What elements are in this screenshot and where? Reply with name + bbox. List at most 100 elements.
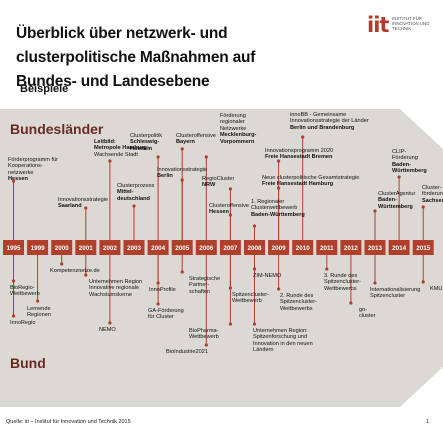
event-text: Hessen — [209, 209, 229, 216]
bund-event-label: BioRegio- Wettbewerb — [10, 285, 40, 298]
event-text: innoBB - Gemeinsame — [290, 112, 347, 118]
event-text: Clusterwettbewerb — [251, 205, 298, 212]
event-text: Mittel- — [117, 189, 134, 196]
year-label: 2006 — [199, 245, 214, 252]
bund-event-label: InnoProfile — [149, 287, 176, 293]
event-text: Neue clusterpolitische Gesamtstrategie — [262, 175, 360, 181]
event-text: Baden- — [378, 197, 397, 204]
bund-event-label: InnoRegio — [10, 320, 36, 326]
year-label: 2001 — [79, 245, 94, 252]
event-text: Baden- — [392, 161, 411, 168]
event-text: cluster — [359, 313, 376, 320]
event-text: Spitzencluster — [370, 293, 406, 300]
connector-dot — [156, 155, 160, 159]
connector-dot — [108, 321, 112, 325]
connector-dot — [325, 267, 329, 271]
event-text: 3. Runde des — [324, 273, 358, 279]
laender-event-label: Innovationsstrategie Berlin — [157, 167, 207, 180]
connector-dot — [84, 206, 88, 210]
event-text: KMU — [430, 286, 443, 292]
logo-text: INSTITUT FÜR INNOVATION UND TECHNIK — [392, 16, 430, 32]
laender-event-label: Cluster-förderungSachsen — [422, 185, 443, 204]
subtitle: Beispiele — [20, 83, 69, 95]
event-text: InnoRegio — [10, 320, 36, 326]
event-text: Mecklenburg- — [220, 132, 257, 139]
event-text: Unternehmen Region: — [253, 328, 308, 334]
laender-event-label: Neue clusterpolitische Gesamtstrategie Fr… — [262, 175, 359, 188]
event-text: Innovationsstrategie — [58, 197, 109, 203]
connector-dot — [373, 281, 377, 285]
event-text: Ländern — [253, 347, 274, 354]
event-text: Württemberg — [392, 168, 427, 175]
year-label: 2011 — [320, 245, 334, 252]
event-text: Berlin und Brandenburg — [290, 124, 355, 131]
event-text: Regionen — [27, 312, 51, 319]
iit-logo: iit INSTITUT FÜR INNOVATION UND TECHNIK — [367, 13, 437, 39]
connector-dot — [228, 322, 232, 326]
year-box — [123, 240, 145, 255]
timeline-diagram: 1995 1999 2000 2001 2002 2003 2004 2005 2006 2007… — [0, 109, 443, 407]
laender-event-label: Clusteroffensive Hessen — [209, 203, 249, 216]
event-text: BioRegio- — [10, 285, 35, 291]
year-box — [147, 240, 169, 255]
year-box — [292, 240, 314, 255]
year-label: 2004 — [151, 245, 166, 252]
event-text: Clusterprozess — [117, 183, 155, 189]
event-text: Netzwerke — [220, 125, 247, 132]
event-text: Schleswig- — [130, 139, 160, 146]
event-text: netzwerke — [8, 169, 34, 176]
laender-event-label: Innovationsprogramm 2020 Freie Hansestadt… — [265, 148, 333, 161]
title-line-2: Bundes- und Landesebene — [16, 73, 210, 90]
event-text: Holstein — [130, 145, 153, 152]
event-text: ClusterAgentur — [378, 191, 416, 197]
connector-dot — [228, 213, 232, 217]
event-text: Saarland — [58, 203, 82, 210]
event-text: Innovative regionale — [89, 285, 140, 292]
bund-event-label: BioIndustrie2021 — [166, 349, 208, 355]
event-text: Spitzenforschung und — [253, 334, 308, 341]
event-text: Freie Hansestadt Bremen — [265, 154, 333, 161]
year-label: 2012 — [344, 245, 359, 252]
event-text: Kompetenznetze.de — [50, 268, 100, 274]
year-label: 2014 — [392, 245, 407, 252]
connector-dot — [36, 299, 40, 303]
event-text: Metropole Hamburg - — [94, 145, 151, 152]
year-box — [27, 240, 49, 255]
event-text: CLIP- — [392, 149, 407, 155]
laender-event-label: 1. Regionaler Clusterwettbewerb Baden-Würt… — [251, 199, 305, 218]
event-text: GA-Förderung — [148, 308, 184, 314]
event-text: NEMO — [99, 327, 116, 333]
event-text: Leitbild: — [94, 139, 116, 145]
year-label: 2013 — [368, 245, 383, 252]
year-box — [388, 240, 410, 255]
event-text: Förderprogramm für — [8, 157, 59, 163]
year-label: 2003 — [127, 245, 142, 252]
event-text: BioIndustrie2021 — [166, 349, 208, 355]
event-text: deutschland — [117, 195, 150, 202]
source-note: Quelle: iit – Institut für Innovation un… — [6, 419, 131, 425]
connector-dot — [60, 262, 64, 266]
page-number: 1 — [426, 419, 430, 425]
event-text: Baden-Württemberg — [251, 211, 305, 218]
connector-dot — [108, 159, 112, 163]
event-text: Lernende — [27, 306, 51, 312]
connector-dot — [277, 159, 281, 163]
bund-event-label: NEMO — [99, 327, 116, 333]
event-text: Wettbewerb — [189, 334, 219, 341]
timeline-graphics: 1995 1999 2000 2001 2002 2003 2004 2005 2006 2007… — [0, 109, 443, 407]
event-text: für Cluster — [148, 314, 174, 321]
title-line-1: Überblick über netzwerk- und clusterpoli… — [16, 25, 256, 66]
year-box — [412, 240, 434, 255]
event-text: RegioCluster — [202, 176, 235, 182]
event-text: Cluster- — [422, 185, 442, 191]
page-title: Überblick über netzwerk- und clusterpoli… — [16, 22, 346, 94]
event-text: Partner- — [189, 282, 210, 289]
event-text: Wettbewerbs — [324, 285, 357, 292]
year-box — [268, 240, 290, 255]
bund-event-label: ZIM-NEMO — [253, 273, 281, 279]
year-box — [75, 240, 97, 255]
event-text: schaften — [189, 288, 211, 295]
event-text: Internationalisierung — [370, 287, 421, 293]
connector-dot — [277, 287, 281, 291]
connector-dot — [301, 135, 305, 139]
